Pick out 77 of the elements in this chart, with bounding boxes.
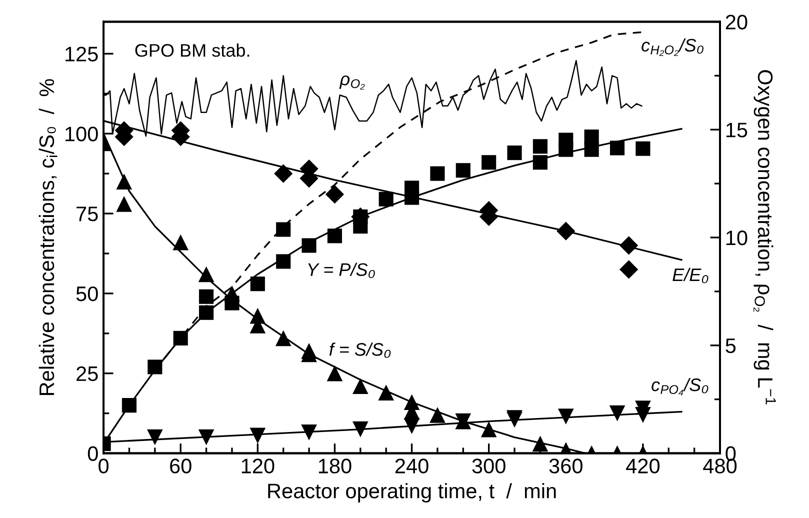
- point: [456, 163, 470, 178]
- point: [116, 174, 132, 190]
- point: [172, 234, 189, 250]
- point: [609, 405, 626, 422]
- point: [148, 360, 162, 374]
- point: [532, 139, 548, 154]
- point: [482, 155, 496, 170]
- point: [480, 421, 497, 438]
- y2-tick-label: 15: [726, 122, 748, 138]
- annotation: GPO BM stab.: [135, 44, 250, 57]
- y-axis-title: Relative concentrations, c$_{i}$/S₀ / %: [38, 79, 58, 395]
- series-label: Y = P/S₀: [308, 262, 375, 278]
- point: [326, 365, 343, 382]
- point: [558, 142, 574, 157]
- x-tick-label: 240: [395, 458, 428, 474]
- point: [147, 429, 163, 446]
- point: [584, 142, 599, 157]
- point: [610, 140, 625, 156]
- series-label: c$_{H₂O₂}$/S₀: [642, 38, 704, 56]
- point: [199, 289, 214, 304]
- series-label: c$_{PO₄}$/S₀: [652, 378, 708, 396]
- point: [116, 196, 132, 212]
- point: [620, 236, 638, 255]
- point: [250, 428, 266, 444]
- point: [352, 378, 368, 394]
- point: [198, 429, 214, 446]
- y-tick-label: 25: [76, 366, 98, 382]
- point: [532, 436, 548, 452]
- point: [620, 260, 638, 279]
- x-tick-label: 60: [170, 458, 192, 474]
- point: [275, 330, 292, 346]
- point: [301, 424, 317, 440]
- point: [276, 254, 291, 269]
- y-tick-label: 50: [76, 286, 98, 302]
- y-tick-label: 125: [66, 46, 98, 62]
- series-label: ρ$_{O₂}$: [339, 75, 365, 90]
- y-tick-label: 75: [76, 206, 98, 222]
- point: [325, 185, 344, 204]
- point: [378, 384, 394, 400]
- point: [430, 166, 445, 181]
- point: [430, 406, 446, 423]
- x-tick-label: 300: [472, 458, 506, 474]
- x-tick-label: 420: [626, 458, 660, 474]
- point: [532, 155, 548, 170]
- y2-tick-label: 20: [726, 14, 748, 30]
- y-tick-label: 100: [66, 126, 98, 142]
- point: [635, 406, 651, 423]
- point: [352, 421, 368, 438]
- point: [250, 276, 265, 292]
- point: [507, 146, 522, 160]
- point: [556, 222, 576, 240]
- x-tick-label: 480: [703, 458, 737, 474]
- x-tick-label: 360: [549, 458, 582, 474]
- x-tick-label: 180: [318, 458, 352, 474]
- point: [276, 222, 291, 237]
- y2-tick-label: 5: [726, 338, 736, 354]
- y2-axis-title: Oxygen concentration, ρ$_{O₂}$ / mg L$^{−1}$: [754, 70, 776, 404]
- y-tick-label: 0: [88, 446, 98, 462]
- point: [378, 192, 394, 206]
- point: [274, 164, 293, 183]
- series-label: E/E₀: [672, 268, 708, 284]
- point: [199, 305, 214, 320]
- point: [404, 190, 420, 205]
- point: [302, 238, 316, 253]
- point: [636, 141, 650, 156]
- point: [198, 266, 214, 282]
- y2-tick-label: 10: [726, 230, 748, 246]
- x-axis-title: Reactor operating time, t / min: [268, 483, 556, 503]
- series-label: f = S/S₀: [329, 342, 391, 358]
- point: [173, 330, 188, 346]
- point: [224, 296, 240, 310]
- point: [122, 398, 137, 413]
- point: [558, 408, 574, 424]
- x-tick-label: 0: [98, 458, 109, 474]
- point: [404, 418, 420, 434]
- point: [327, 228, 342, 244]
- x-tick-label: 120: [242, 458, 274, 474]
